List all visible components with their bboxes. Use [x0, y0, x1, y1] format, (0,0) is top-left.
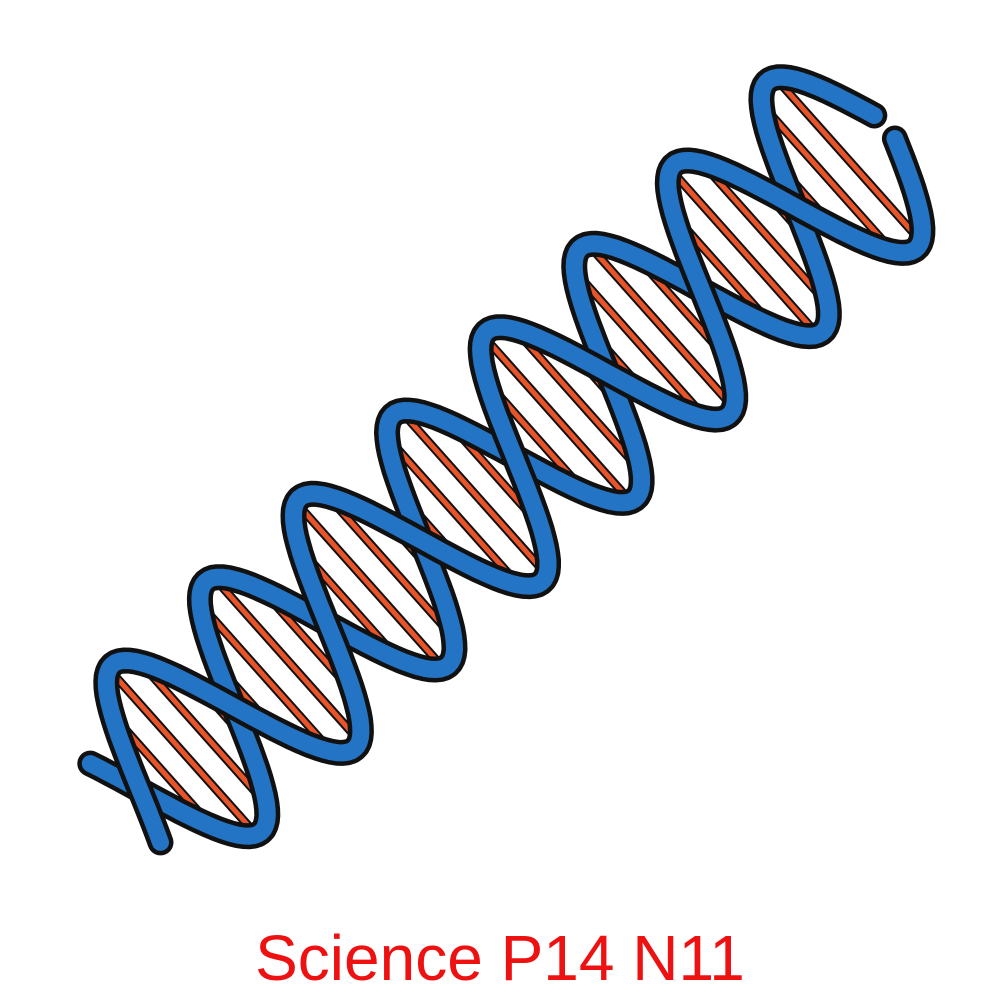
- base-pair-rung: [407, 418, 541, 568]
- base-pair-rung: [781, 84, 915, 235]
- dna-helix-icon: [77, 64, 936, 856]
- strand-b-ribbon: [97, 130, 931, 851]
- base-pair-rung: [115, 676, 251, 828]
- base-pair-rung: [766, 110, 888, 246]
- base-pair-rung: [220, 584, 354, 734]
- base-pair-rung: [489, 343, 625, 495]
- base-pair-rung: [676, 176, 812, 328]
- base-pair-rung: [519, 335, 636, 466]
- base-pair-rung: [332, 501, 449, 632]
- base-pair-rung: [302, 509, 438, 661]
- strand-a-ribbon: [81, 68, 883, 845]
- base-pair-rung: [579, 277, 701, 413]
- base-pair-rung: [392, 443, 514, 579]
- base-pair-rung: [205, 610, 327, 746]
- base-pair-rung: [594, 251, 728, 401]
- base-pair-rung: [145, 668, 262, 799]
- helix-strands: [77, 64, 936, 856]
- base-pair-rung: [706, 168, 824, 299]
- caption: Science P14 N11: [255, 922, 745, 994]
